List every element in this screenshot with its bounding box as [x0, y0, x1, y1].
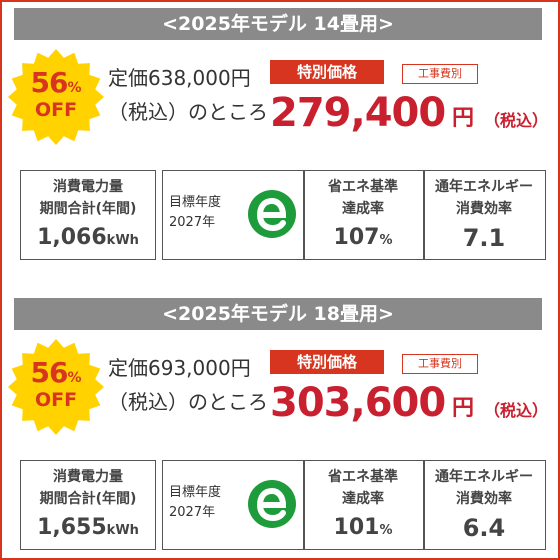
- special-price-unit: 円: [452, 106, 475, 131]
- achievement-label-2: 達成率: [342, 201, 384, 217]
- energy-consumption-box: 消費電力量 期間合計(年間) 1,655kWh: [20, 460, 156, 550]
- spec-divider: [303, 461, 305, 549]
- model-header: <2025年モデル 14畳用>: [14, 8, 542, 40]
- special-price: 303,600: [270, 380, 446, 426]
- special-price-label: 特別価格: [270, 60, 384, 84]
- regular-price-note: （税込）のところ: [108, 390, 268, 414]
- discount-percent-sign: %: [67, 370, 82, 386]
- efficiency-value: 6.4: [462, 514, 506, 542]
- model-section: <2025年モデル 14畳用> 56% OFF 定価638,000円 （税込）の…: [0, 0, 556, 270]
- target-year-label: 目標年度: [169, 195, 222, 210]
- energy-label-2: 期間合計(年間): [39, 491, 137, 507]
- special-price-tax: （税込）: [484, 401, 549, 420]
- energy-value: 1,655: [37, 515, 107, 540]
- efficiency-value: 7.1: [462, 224, 506, 252]
- starburst-icon: [8, 339, 104, 435]
- special-price-unit: 円: [452, 396, 475, 421]
- energy-label-1: 消費電力量: [53, 179, 123, 195]
- regular-price-note: （税込）のところ: [108, 100, 268, 124]
- efficiency-label-2: 消費効率: [456, 201, 512, 217]
- discount-badge: 56% OFF: [7, 48, 105, 146]
- spec-box: 目標年度 2027年 省エネ基準 達成率 101% 通年エネルギー 消費効率 6…: [162, 460, 546, 550]
- regular-price: 定価638,000円: [108, 66, 251, 90]
- energy-consumption-box: 消費電力量 期間合計(年間) 1,066kWh: [20, 170, 156, 260]
- target-year-label: 目標年度: [169, 485, 222, 500]
- discount-off-label: OFF: [34, 389, 78, 411]
- achievement-unit: %: [379, 523, 393, 538]
- construction-fee-note: 工事費別: [402, 354, 478, 374]
- efficiency-label-2: 消費効率: [456, 491, 512, 507]
- special-price-tax: （税込）: [484, 111, 549, 130]
- achievement-unit: %: [379, 233, 393, 248]
- energy-label-1: 消費電力量: [53, 469, 123, 485]
- achievement-label-1: 省エネ基準: [328, 179, 398, 195]
- efficiency-label-1: 通年エネルギー: [435, 469, 533, 485]
- special-price-label: 特別価格: [270, 350, 384, 374]
- target-year-value: 2027年: [169, 215, 216, 230]
- regular-price: 定価693,000円: [108, 356, 251, 380]
- construction-fee-note: 工事費別: [402, 64, 478, 84]
- starburst-icon: [8, 49, 104, 145]
- spec-divider: [423, 461, 425, 549]
- spec-divider: [423, 171, 425, 259]
- discount-percent: 56: [30, 356, 69, 389]
- e-mark-icon: [248, 480, 296, 528]
- achievement-value: 101: [333, 515, 380, 540]
- energy-label-2: 期間合計(年間): [39, 201, 137, 217]
- discount-percent-sign: %: [67, 80, 82, 96]
- achievement-value: 107: [333, 225, 380, 250]
- energy-unit: kWh: [106, 233, 139, 248]
- achievement-label-1: 省エネ基準: [328, 469, 398, 485]
- efficiency-label-1: 通年エネルギー: [435, 179, 533, 195]
- target-year-value: 2027年: [169, 505, 216, 520]
- discount-percent: 56: [30, 66, 69, 99]
- energy-value: 1,066: [37, 225, 107, 250]
- spec-divider: [303, 171, 305, 259]
- model-section: <2025年モデル 18畳用> 56% OFF 定価693,000円 （税込）の…: [0, 290, 556, 560]
- spec-box: 目標年度 2027年 省エネ基準 達成率 107% 通年エネルギー 消費効率 7…: [162, 170, 546, 260]
- discount-off-label: OFF: [34, 99, 78, 121]
- energy-unit: kWh: [106, 523, 139, 538]
- discount-badge: 56% OFF: [7, 338, 105, 436]
- special-price: 279,400: [270, 90, 446, 136]
- model-header: <2025年モデル 18畳用>: [14, 298, 542, 330]
- achievement-label-2: 達成率: [342, 491, 384, 507]
- e-mark-icon: [248, 190, 296, 238]
